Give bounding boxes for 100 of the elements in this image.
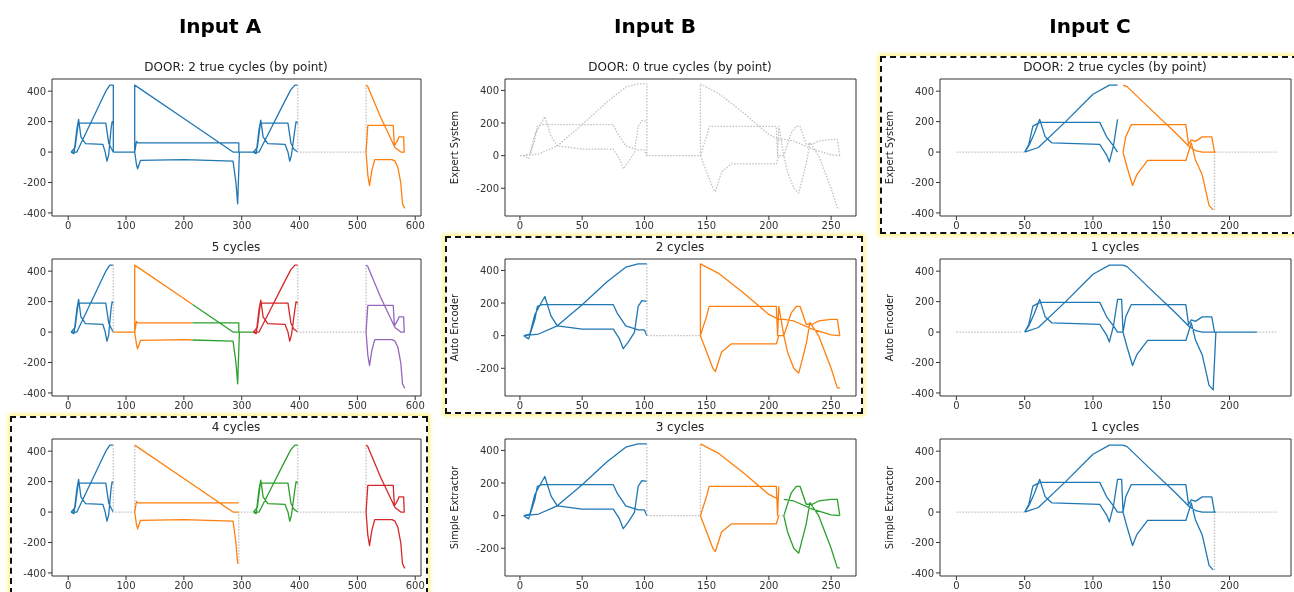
y-axis-title: Simple Extractor	[448, 464, 460, 550]
x-tick-label: 300	[232, 220, 252, 232]
x-tick-label: 200	[1219, 220, 1240, 232]
y-tick-label: 400	[479, 264, 499, 276]
x-tick-label: 400	[290, 400, 310, 412]
y-tick-label: 0	[39, 326, 46, 338]
y-tick-label: -200	[476, 362, 499, 374]
y-tick-label: 200	[26, 116, 46, 128]
y-axis-title: Auto Encoder	[448, 292, 460, 362]
x-tick-label: 0	[65, 580, 72, 592]
y-tick-label: -400	[911, 207, 934, 219]
y-tick-label: -200	[911, 537, 934, 549]
x-tick-label: 100	[116, 580, 136, 592]
x-tick-label: 200	[1219, 400, 1240, 412]
y-tick-label: 200	[914, 296, 934, 308]
y-tick-label: 400	[26, 445, 46, 457]
y-tick-label: -400	[23, 387, 46, 399]
y-tick-label: 200	[914, 476, 934, 488]
x-tick-label: 50	[575, 220, 589, 232]
x-tick-label: 150	[697, 400, 717, 412]
x-tick-label: 0	[953, 400, 960, 412]
x-tick-label: 100	[634, 220, 654, 232]
x-tick-label: 200	[174, 400, 194, 412]
y-axis-title: Auto Encoder	[883, 292, 895, 362]
y-tick-label: 200	[26, 476, 46, 488]
chart-subtitle: DOOR: 2 true cycles (by point)	[1022, 60, 1208, 74]
x-tick-label: 150	[697, 580, 717, 592]
chart-title: 1 cycles	[1089, 240, 1141, 254]
x-tick-label: 100	[116, 220, 136, 232]
y-tick-label: -400	[911, 387, 934, 399]
x-tick-label: 300	[232, 400, 252, 412]
y-tick-label: 0	[492, 330, 499, 342]
chart-title: 1 cycles	[1089, 420, 1141, 434]
y-tick-label: 0	[39, 506, 46, 518]
x-tick-label: 200	[759, 400, 779, 412]
y-tick-label: 400	[479, 444, 499, 456]
x-tick-label: 100	[634, 400, 654, 412]
y-tick-label: -400	[23, 567, 46, 579]
x-tick-label: 600	[405, 400, 425, 412]
x-tick-label: 500	[347, 220, 367, 232]
x-tick-label: 500	[347, 580, 367, 592]
x-tick-label: 200	[174, 580, 194, 592]
x-tick-label: 0	[516, 580, 524, 592]
chart-subtitle: DOOR: 2 true cycles (by point)	[143, 60, 329, 74]
y-tick-label: -200	[23, 537, 46, 549]
x-tick-label: 0	[516, 220, 524, 232]
x-tick-label: 400	[290, 580, 310, 592]
x-tick-label: 250	[821, 580, 841, 592]
x-tick-label: 0	[953, 220, 960, 232]
y-tick-label: 200	[26, 296, 46, 308]
chart-title: 3 cycles	[654, 420, 706, 434]
x-tick-label: 150	[697, 220, 717, 232]
y-tick-label: 200	[479, 297, 499, 309]
x-tick-label: 150	[1151, 400, 1171, 412]
x-tick-label: 250	[821, 400, 841, 412]
x-tick-label: 0	[516, 400, 524, 412]
x-tick-label: 100	[1083, 220, 1103, 232]
y-axis-title: Simple Extractor	[883, 464, 895, 550]
y-axis-title: Expert System	[883, 110, 895, 185]
x-tick-label: 50	[575, 580, 589, 592]
x-tick-label: 50	[1018, 220, 1032, 232]
chart-subtitle: DOOR: 0 true cycles (by point)	[587, 60, 773, 74]
y-tick-label: -400	[23, 207, 46, 219]
x-tick-label: 600	[405, 580, 425, 592]
chart-title: 2 cycles	[654, 240, 706, 254]
y-tick-label: 400	[914, 85, 934, 97]
x-tick-label: 50	[1018, 580, 1032, 592]
y-tick-label: -200	[23, 357, 46, 369]
chart-title: Input A	[177, 14, 263, 38]
y-tick-label: -200	[911, 177, 934, 189]
y-tick-label: 400	[479, 84, 499, 96]
x-tick-label: 200	[174, 220, 194, 232]
x-tick-label: 500	[347, 400, 367, 412]
y-tick-label: 200	[479, 477, 499, 489]
chart-title: 5 cycles	[210, 240, 262, 254]
x-tick-label: 150	[1151, 220, 1171, 232]
y-tick-label: -200	[476, 182, 499, 194]
y-tick-label: 0	[927, 326, 934, 338]
chart-title: Input C	[1048, 14, 1132, 38]
x-tick-label: 0	[953, 580, 960, 592]
y-tick-label: 0	[492, 510, 499, 522]
x-tick-label: 100	[1083, 400, 1103, 412]
x-tick-label: 50	[1018, 400, 1032, 412]
y-tick-label: -400	[911, 567, 934, 579]
x-tick-label: 200	[1219, 580, 1240, 592]
y-tick-label: 400	[914, 265, 934, 277]
x-tick-label: 0	[65, 220, 72, 232]
x-tick-label: 50	[575, 400, 589, 412]
x-tick-label: 150	[1151, 580, 1171, 592]
y-axis-title: Expert System	[448, 110, 460, 185]
x-tick-label: 100	[1083, 580, 1103, 592]
y-tick-label: 400	[26, 85, 46, 97]
y-tick-label: 200	[479, 117, 499, 129]
y-tick-label: 0	[927, 506, 934, 518]
x-tick-label: 200	[759, 220, 779, 232]
y-tick-label: 400	[26, 265, 46, 277]
y-tick-label: 400	[914, 445, 934, 457]
x-tick-label: 100	[116, 400, 136, 412]
x-tick-label: 0	[65, 400, 72, 412]
y-tick-label: 0	[39, 146, 46, 158]
